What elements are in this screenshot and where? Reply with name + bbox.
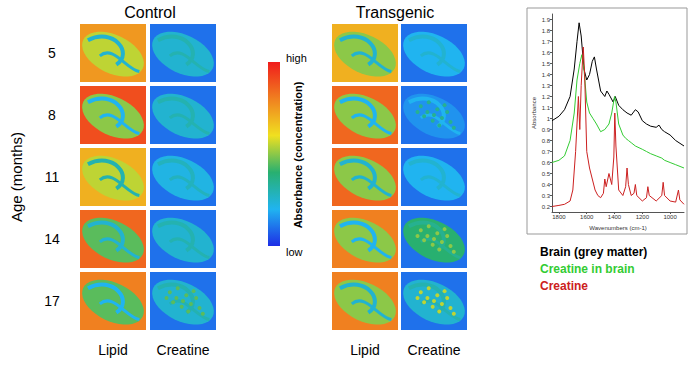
svg-text:Lipid: Lipid (98, 342, 128, 358)
svg-text:Absorbance (concentration): Absorbance (concentration) (292, 81, 304, 228)
svg-text:1: 1 (547, 116, 551, 122)
svg-text:0.6: 0.6 (542, 160, 551, 166)
svg-text:0.9: 0.9 (542, 127, 551, 133)
svg-text:17: 17 (44, 293, 60, 309)
svg-text:1600: 1600 (580, 214, 594, 220)
svg-text:0.4: 0.4 (542, 182, 551, 188)
svg-text:0.7: 0.7 (542, 149, 551, 155)
svg-text:1.4: 1.4 (542, 72, 551, 78)
svg-text:Control: Control (124, 4, 176, 21)
svg-text:Creatine: Creatine (540, 279, 588, 293)
svg-text:0.5: 0.5 (542, 171, 551, 177)
svg-text:Transgenic: Transgenic (356, 4, 435, 21)
svg-text:1.7: 1.7 (542, 39, 551, 45)
svg-text:1.5: 1.5 (542, 61, 551, 67)
svg-text:1.2: 1.2 (542, 94, 551, 100)
svg-text:8: 8 (48, 107, 56, 123)
svg-text:5: 5 (48, 45, 56, 61)
svg-text:Creatine in brain: Creatine in brain (540, 262, 635, 276)
svg-text:1.8: 1.8 (542, 28, 551, 34)
svg-text:Absorbance: Absorbance (531, 96, 537, 129)
svg-text:14: 14 (44, 231, 60, 247)
svg-text:0.2: 0.2 (542, 204, 551, 210)
svg-text:low: low (286, 246, 303, 258)
svg-text:1.1: 1.1 (542, 105, 551, 111)
svg-text:1200: 1200 (636, 214, 650, 220)
svg-text:Lipid: Lipid (350, 342, 380, 358)
svg-text:11: 11 (45, 169, 60, 185)
svg-text:0.8: 0.8 (542, 138, 551, 144)
svg-text:Creatine: Creatine (408, 342, 461, 358)
svg-text:1800: 1800 (552, 214, 566, 220)
svg-text:0.3: 0.3 (542, 193, 551, 199)
svg-text:1400: 1400 (608, 214, 622, 220)
svg-text:Wavenumbers (cm-1): Wavenumbers (cm-1) (589, 225, 646, 231)
svg-text:1.3: 1.3 (542, 83, 551, 89)
svg-text:1000: 1000 (663, 214, 677, 220)
svg-text:Age (months): Age (months) (8, 132, 25, 222)
svg-text:1.9: 1.9 (542, 17, 551, 23)
svg-text:1.6: 1.6 (542, 50, 551, 56)
svg-text:high: high (286, 52, 307, 64)
svg-text:Creatine: Creatine (157, 342, 210, 358)
svg-text:Brain (grey matter): Brain (grey matter) (540, 245, 647, 259)
